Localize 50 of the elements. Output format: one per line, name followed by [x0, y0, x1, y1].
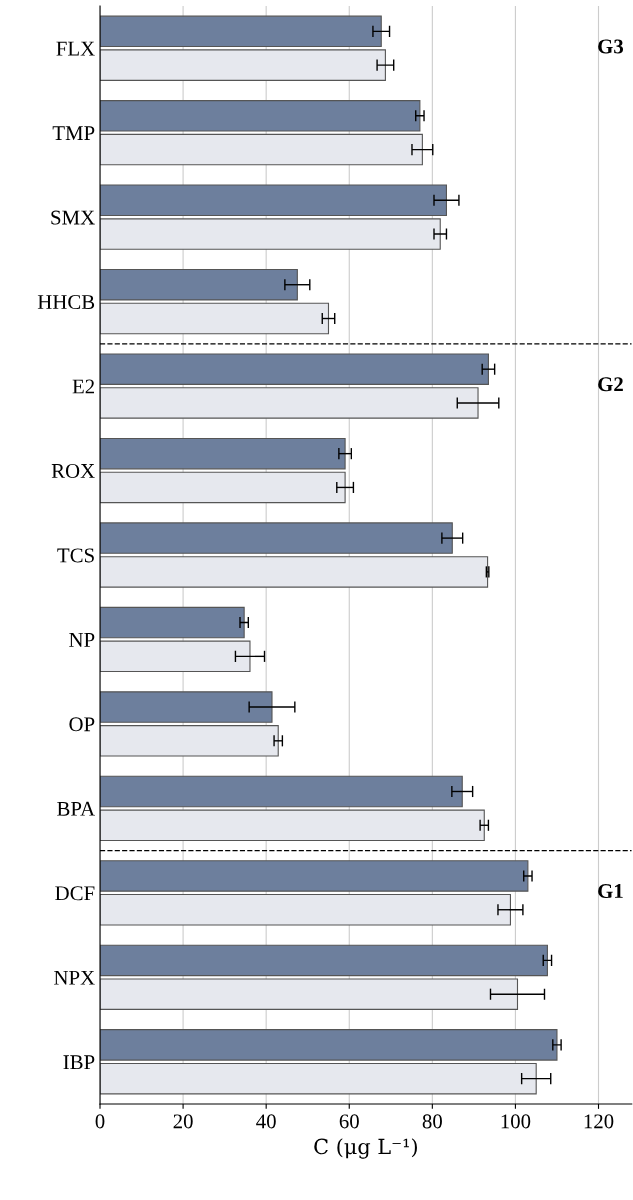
bar: [100, 606, 245, 639]
y-tick-label: E2: [72, 379, 95, 394]
bar: [100, 353, 489, 385]
x-tick-label: 60: [339, 1114, 359, 1129]
bar: [100, 387, 479, 419]
bar: [100, 49, 386, 81]
bar: [100, 522, 453, 554]
y-tick-label: DCF: [55, 886, 95, 901]
x-tick-label: 0: [95, 1114, 105, 1129]
x-tick-label: 40: [256, 1114, 276, 1129]
bar: [100, 978, 519, 1010]
bar: [100, 184, 448, 217]
bar: [100, 775, 463, 808]
annotation: G3: [598, 39, 624, 54]
bar: [100, 268, 298, 301]
bar: [100, 860, 529, 892]
bar: [100, 640, 251, 673]
y-tick-label: NP: [69, 633, 95, 647]
y-tick-label: IBP: [63, 1055, 95, 1070]
x-tick-label: 120: [584, 1114, 614, 1129]
y-tick-label: FLX: [56, 41, 95, 56]
annotation: G2: [598, 377, 623, 392]
y-tick-label: NPX: [54, 970, 95, 985]
annotation: G1: [598, 884, 623, 899]
y-tick-label: OP: [69, 717, 95, 732]
y-tick-label: BPA: [57, 801, 95, 816]
bar: [100, 218, 441, 250]
y-tick-label: HHCB: [37, 295, 95, 310]
bar: [100, 1062, 537, 1095]
y-tick-label: TMP: [52, 126, 95, 140]
x-tick-label: 100: [501, 1114, 531, 1129]
bar: [100, 725, 279, 757]
bar: [100, 133, 423, 166]
y-tick-label: TCS: [57, 548, 94, 563]
bar: [100, 15, 382, 48]
x-tick-label: 20: [173, 1114, 193, 1129]
x-axis-title: C (μg L⁻¹): [314, 1138, 417, 1159]
x-tick-label: 80: [422, 1114, 442, 1129]
bar: [100, 471, 346, 504]
bar: [100, 691, 273, 723]
bar: [100, 556, 489, 588]
bar: [100, 302, 330, 335]
bar: [100, 944, 548, 977]
bar: [100, 437, 346, 470]
bar: [100, 893, 511, 926]
y-tick-label: ROX: [51, 463, 95, 478]
bar: [100, 100, 421, 132]
bar: [100, 809, 485, 842]
bar: [100, 1029, 558, 1061]
y-tick-label: SMX: [51, 210, 95, 225]
